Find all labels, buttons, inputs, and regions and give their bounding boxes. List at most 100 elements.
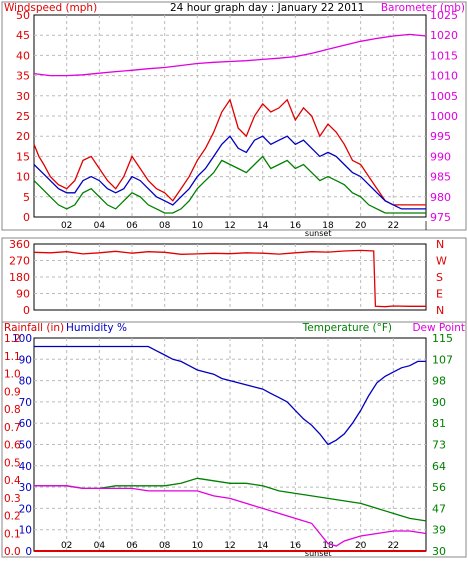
temp-tick-label: 56	[432, 481, 446, 494]
rain-tick-label: 0.5	[4, 457, 21, 469]
temperature-axis-title: Temperature (°F)	[302, 322, 392, 334]
humidity-axis-title: Humidity %	[66, 322, 127, 334]
x-tick-label: 04	[94, 221, 106, 231]
wind-barometer-chart: 0510152025303540455097598098599099510001…	[16, 9, 458, 238]
humidity-tick-label: 50	[19, 440, 32, 452]
humidity-tick-label: 30	[19, 482, 32, 494]
x-tick-label: 14	[257, 221, 269, 231]
climate-chart: 0 10 20 30 40 50 60 70 80 90 100 0.0 0.1 0.2 0.3 0.4 0.5…	[4, 332, 453, 558]
compass-label: S	[436, 271, 443, 284]
y2-tick-label: 1025	[430, 9, 458, 22]
temp-tick-label: 81	[432, 417, 446, 430]
x-tick-label: 10	[192, 541, 204, 551]
humidity-tick-label: 100	[12, 333, 32, 345]
rain-tick-label: 1.1	[4, 351, 21, 363]
rain-tick-label: 0.1	[4, 528, 21, 540]
y2-tick-label: 1020	[430, 29, 458, 42]
barometer-axis-title: Barometer (mb)	[381, 2, 465, 14]
humidity-tick-label: 20	[19, 503, 32, 515]
rain-tick-label: 0.9	[4, 386, 21, 398]
rainfall-axis-title: Rainfall (in)	[4, 322, 64, 334]
y2-tick-label: 995	[430, 130, 451, 143]
y-tick-label: 10	[16, 171, 30, 184]
series-humidity-line	[34, 345, 426, 446]
x-tick-label: 08	[159, 221, 171, 231]
series-direction-line	[33, 249, 426, 308]
temp-tick-label: 30	[432, 545, 446, 558]
x-tick-label: 16	[290, 541, 302, 551]
y-tick-label: 15	[16, 150, 30, 163]
rain-tick-label: 0.6	[4, 440, 21, 452]
compass-label: E	[436, 288, 443, 301]
chart-title: 24 hour graph day : January 22 2011	[170, 2, 364, 14]
temp-tick-label: 90	[432, 396, 446, 409]
x-tick-label: 02	[61, 221, 72, 231]
x-tick-label: 16	[290, 221, 302, 231]
y2-tick-label: 1010	[430, 70, 458, 83]
rain-tick-label: 0.8	[4, 404, 21, 416]
x-tick-label: 22	[388, 221, 399, 231]
y2-tick-label: 1005	[430, 90, 458, 103]
x-tick-label: 10	[192, 221, 204, 231]
sunset-label: sunset	[305, 549, 332, 558]
y-tick-label: 90	[16, 288, 30, 301]
humidity-tick-label: 40	[19, 461, 32, 473]
y-tick-label: 360	[9, 238, 30, 251]
direction-panel	[1, 237, 467, 323]
y-tick-label: 0	[23, 211, 30, 224]
compass-label: N	[436, 238, 444, 251]
humidity-tick-label: 80	[19, 376, 32, 388]
y2-tick-label: 985	[430, 171, 451, 184]
temp-tick-label: 115	[432, 332, 453, 345]
x-tick-label: 06	[126, 541, 138, 551]
x-tick-label: 14	[257, 541, 269, 551]
series-low-line	[33, 155, 426, 214]
y-tick-label: 270	[9, 255, 30, 268]
y-tick-label: 25	[16, 110, 30, 123]
compass-label: W	[436, 255, 447, 268]
rain-tick-label: 0.7	[4, 422, 21, 434]
y-tick-label: 30	[16, 90, 30, 103]
humidity-tick-label: 60	[19, 418, 32, 430]
rain-tick-label: 0.3	[4, 493, 21, 505]
x-tick-label: 20	[355, 541, 367, 551]
y2-tick-label: 1015	[430, 49, 458, 62]
y-tick-label: 40	[16, 49, 30, 62]
x-tick-label: |	[424, 221, 427, 231]
y-tick-label: 45	[16, 29, 30, 42]
x-tick-label: 18	[322, 541, 334, 551]
y-tick-label: 20	[16, 130, 30, 143]
temp-tick-label: 98	[432, 375, 446, 388]
series-dew-line	[34, 485, 427, 547]
y-tick-label: 5	[23, 191, 30, 204]
climate-panel	[1, 321, 467, 558]
y-tick-label: 35	[16, 70, 30, 83]
rain-tick-label: 0.0	[4, 546, 21, 558]
humidity-tick-label: 0	[25, 546, 32, 558]
x-tick-label: |	[424, 541, 427, 551]
humidity-tick-label: 10	[19, 525, 32, 537]
x-tick-label: 22	[388, 541, 399, 551]
series-avg-line	[33, 135, 426, 210]
temp-tick-label: 47	[432, 502, 446, 515]
y2-tick-label: 1000	[430, 110, 458, 123]
sunset-label: sunset	[305, 229, 332, 238]
rain-tick-label: 1.2	[4, 333, 21, 345]
x-tick-label: 08	[159, 541, 171, 551]
dewpoint-axis-title: Dew Point	[412, 322, 465, 334]
temp-tick-label: 64	[432, 460, 446, 473]
series-gust-line	[33, 98, 426, 206]
humidity-tick-label: 70	[19, 397, 32, 409]
y2-tick-label: 975	[430, 211, 451, 224]
compass-label: N	[436, 304, 444, 317]
humidity-tick-label: 90	[19, 354, 32, 366]
windspeed-axis-title: Windspeed (mph)	[4, 2, 97, 14]
y-tick-label: 0	[23, 304, 30, 317]
x-tick-label: 18	[322, 221, 334, 231]
x-tick-label: 06	[126, 221, 138, 231]
series-baro-line	[33, 33, 427, 77]
y2-tick-label: 990	[430, 150, 451, 163]
x-tick-label: 20	[355, 221, 367, 231]
